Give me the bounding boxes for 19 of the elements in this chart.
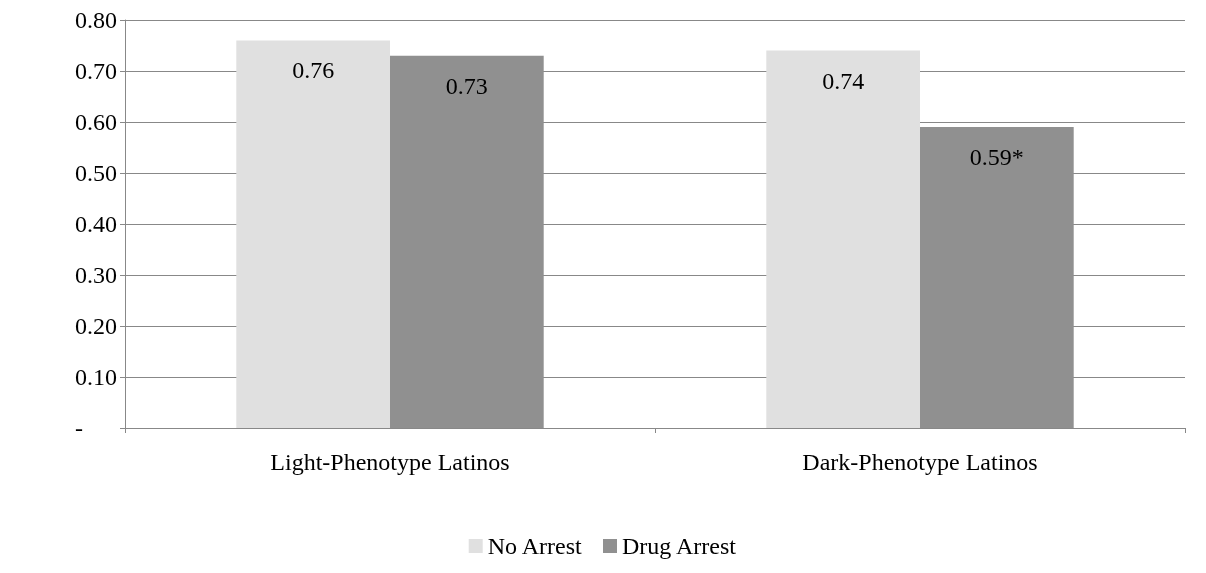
y-tick-label: 0.40 xyxy=(75,211,117,237)
bar xyxy=(236,40,390,428)
y-tick-label: 0.80 xyxy=(75,7,117,33)
data-label: 0.59* xyxy=(969,144,1024,171)
y-tick-label: 0.60 xyxy=(75,109,117,135)
y-tick-label: 0.50 xyxy=(75,160,117,186)
data-label: 0.74 xyxy=(822,67,865,94)
y-tick-label: 0.10 xyxy=(75,364,117,390)
y-tick-label: 0.20 xyxy=(75,313,117,339)
x-tick-label: Dark-Phenotype Latinos xyxy=(802,449,1038,475)
data-label: 0.73 xyxy=(445,72,488,99)
x-tick-label: Light-Phenotype Latinos xyxy=(270,449,510,475)
y-tick-label: 0.70 xyxy=(75,58,117,84)
legend-label: No Arrest xyxy=(487,533,583,559)
y-tick-label: - xyxy=(75,415,83,441)
y-tick-label: 0.30 xyxy=(75,262,117,288)
data-label: 0.76 xyxy=(292,57,335,84)
legend-label: Drug Arrest xyxy=(622,533,737,559)
bar xyxy=(766,50,920,428)
